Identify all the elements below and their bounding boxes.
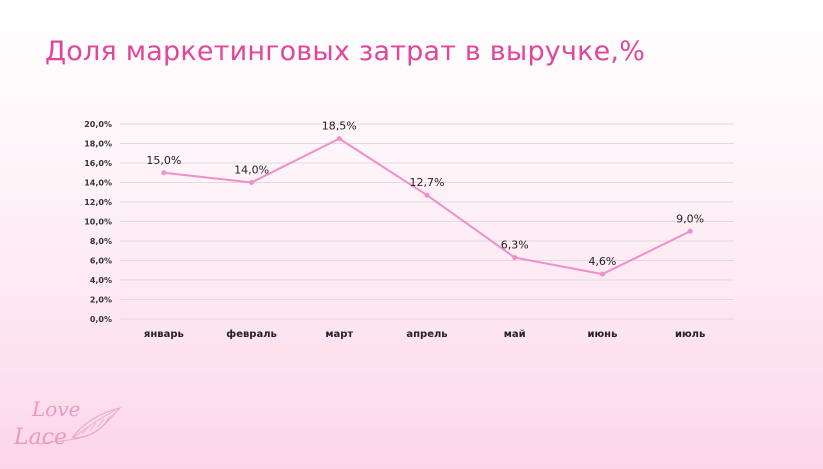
- data-point: [599, 271, 605, 277]
- chart-gridlines: [120, 123, 734, 320]
- data-point: [687, 228, 693, 234]
- y-tick-label: 6,0%: [90, 257, 112, 266]
- y-tick-label: 16,0%: [84, 159, 112, 168]
- data-label: 14,0%: [234, 164, 269, 177]
- y-axis-tick-labels: 0,0% 2,0% 4,0% 6,0% 8,0% 10,0% 12,0% 14,0% 16,0%…: [84, 120, 112, 324]
- x-axis-category-labels: январь февраль март апрель май июнь июль: [144, 328, 705, 340]
- data-point: [424, 192, 430, 198]
- x-tick-label: март: [325, 329, 353, 340]
- brand-logo: Love Lace: [13, 397, 122, 450]
- y-tick-label: 2,0%: [90, 296, 112, 305]
- chart-series: [161, 136, 693, 277]
- data-point: [512, 255, 518, 261]
- y-tick-label: 12,0%: [84, 198, 112, 207]
- y-tick-label: 18,0%: [84, 140, 112, 149]
- x-tick-label: январь: [144, 329, 184, 340]
- data-label: 18,5%: [322, 120, 357, 133]
- x-tick-label: апрель: [406, 329, 447, 340]
- x-tick-label: июнь: [587, 329, 617, 340]
- y-tick-label: 4,0%: [90, 276, 112, 285]
- data-label: 4,6%: [588, 255, 616, 268]
- feather-icon: [39, 407, 122, 445]
- data-label: 9,0%: [676, 212, 704, 225]
- series-line: [163, 137, 691, 276]
- x-tick-label: июль: [675, 329, 705, 340]
- logo-word-lace: Lace: [13, 425, 67, 450]
- y-tick-label: 10,0%: [84, 218, 112, 227]
- y-tick-label: 0,0%: [90, 315, 112, 324]
- y-tick-label: 14,0%: [84, 179, 112, 188]
- data-point: [336, 136, 342, 142]
- y-tick-label: 20,0%: [84, 120, 112, 129]
- chart-data-labels: 15,0% 14,0% 18,5% 12,7% 6,3% 4,6% 9,0%: [146, 120, 704, 269]
- x-tick-label: февраль: [226, 328, 277, 340]
- logo-word-love: Love: [31, 397, 80, 421]
- data-label: 15,0%: [146, 154, 181, 167]
- y-tick-label: 8,0%: [90, 237, 112, 246]
- data-label: 6,3%: [501, 239, 529, 252]
- page-title: Доля маркетинговых затрат в выручке,%: [45, 36, 646, 67]
- data-point: [161, 170, 167, 176]
- data-point: [249, 180, 255, 185]
- data-label: 12,7%: [410, 176, 445, 189]
- x-tick-label: май: [504, 329, 526, 340]
